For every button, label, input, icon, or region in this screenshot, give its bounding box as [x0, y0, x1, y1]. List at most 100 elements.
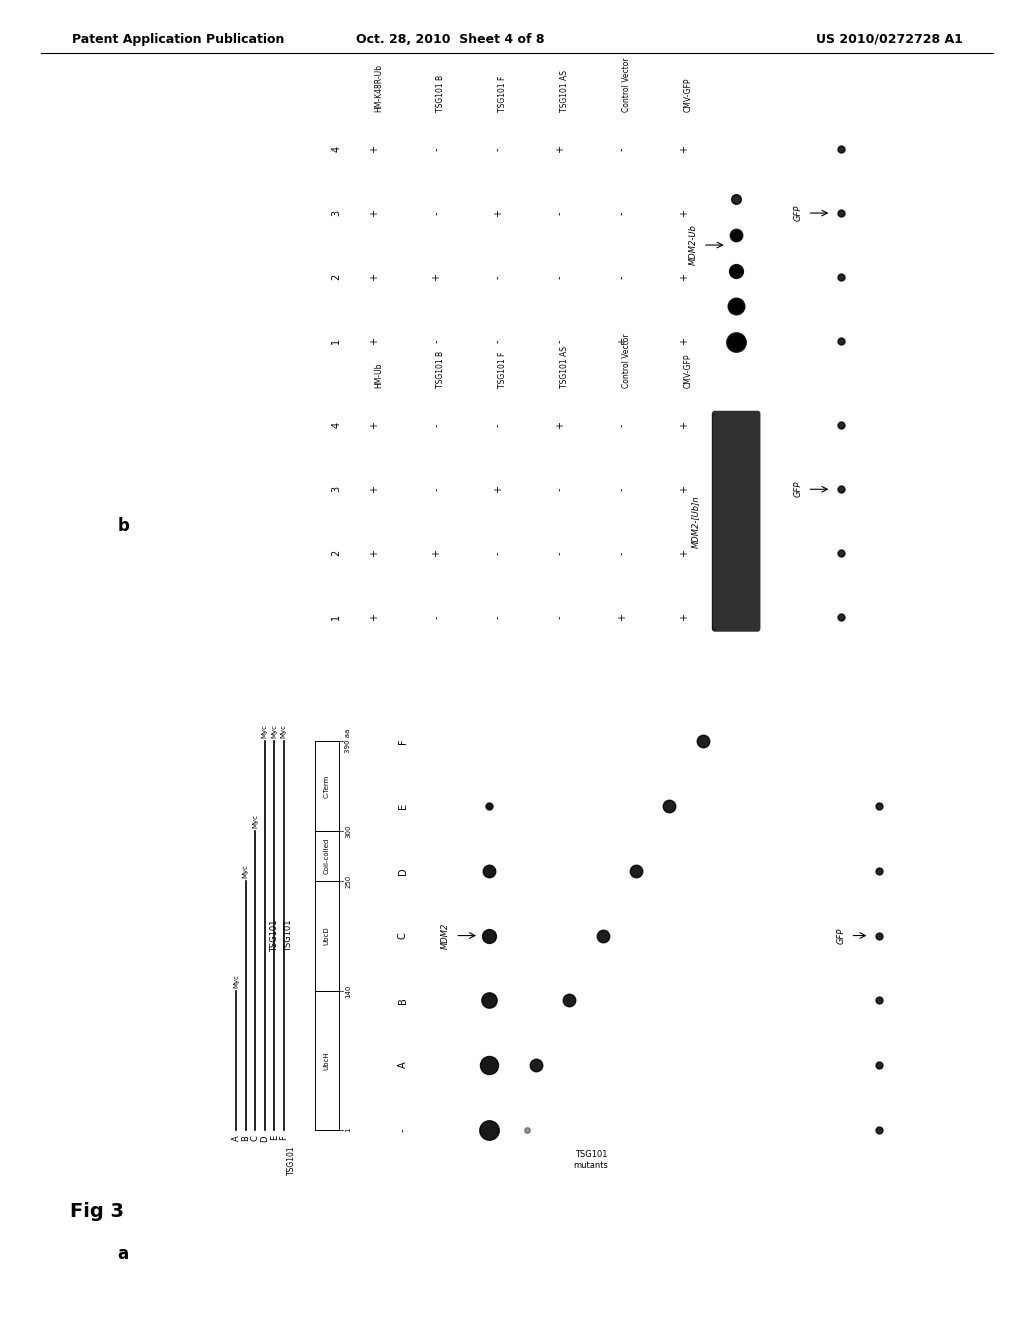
Text: +: + [679, 549, 689, 557]
Text: Fig 3: Fig 3 [70, 1203, 124, 1221]
Text: -: - [494, 552, 503, 554]
Text: 1: 1 [331, 614, 341, 620]
Text: -: - [616, 424, 627, 428]
Text: -: - [616, 276, 627, 279]
Text: E: E [269, 1135, 279, 1140]
Text: +: + [679, 273, 689, 281]
Text: -: - [431, 615, 441, 619]
Text: US 2010/0272728 A1: US 2010/0272728 A1 [816, 33, 963, 46]
Text: Myc: Myc [262, 725, 267, 738]
Text: -: - [431, 339, 441, 343]
Text: TSG101 AS: TSG101 AS [560, 70, 569, 112]
Text: +: + [679, 209, 689, 216]
Text: C: C [251, 1135, 260, 1140]
Text: CMV-GFP: CMV-GFP [684, 78, 693, 112]
Text: +: + [370, 486, 379, 494]
Text: C: C [398, 932, 408, 939]
Text: 4: 4 [331, 422, 341, 429]
Text: +: + [494, 209, 503, 216]
Text: 2: 2 [331, 273, 341, 280]
Text: 1: 1 [345, 1127, 351, 1133]
Text: Control Vector: Control Vector [622, 334, 631, 388]
Text: Myc: Myc [233, 974, 240, 987]
Text: +: + [370, 273, 379, 281]
Text: -: - [616, 211, 627, 215]
Text: +: + [616, 614, 627, 622]
Text: A: A [398, 1061, 408, 1068]
Text: TSG101 AS: TSG101 AS [560, 346, 569, 388]
Text: B: B [398, 997, 408, 1003]
Text: -: - [494, 615, 503, 619]
Text: -: - [555, 211, 565, 215]
Text: +: + [679, 486, 689, 494]
Text: GFP: GFP [794, 480, 803, 498]
Text: +: + [616, 337, 627, 345]
Text: b: b [117, 517, 129, 536]
Text: -: - [616, 552, 627, 554]
Text: a: a [117, 1245, 128, 1263]
Text: Control Vector: Control Vector [622, 57, 631, 112]
Text: 3: 3 [331, 210, 341, 216]
Text: +: + [555, 145, 565, 153]
Text: 390 aa: 390 aa [345, 729, 351, 754]
Text: +: + [370, 614, 379, 622]
Text: UbcH: UbcH [324, 1051, 330, 1069]
Text: Coil-coiled: Coil-coiled [324, 838, 330, 874]
Text: +: + [370, 549, 379, 557]
Text: -: - [616, 487, 627, 491]
Text: TSG101
mutants: TSG101 mutants [573, 1151, 608, 1171]
Text: +: + [494, 486, 503, 494]
Text: -: - [431, 487, 441, 491]
Text: +: + [679, 421, 689, 429]
FancyBboxPatch shape [712, 411, 761, 632]
Text: +: + [370, 421, 379, 429]
Text: B: B [242, 1135, 250, 1140]
Text: -: - [431, 424, 441, 428]
Text: D: D [398, 867, 408, 875]
Text: C-Term: C-Term [324, 775, 330, 797]
Text: -: - [431, 148, 441, 150]
Text: 140: 140 [345, 985, 351, 998]
Text: -: - [494, 148, 503, 150]
Text: Myc: Myc [271, 725, 278, 738]
Text: 300: 300 [345, 825, 351, 838]
Bar [314, 880, 339, 991]
Text: Myc: Myc [252, 814, 258, 828]
Text: MDM2-Ub: MDM2-Ub [689, 224, 697, 265]
Text: D: D [260, 1135, 269, 1142]
Text: +: + [370, 209, 379, 216]
Text: +: + [370, 337, 379, 345]
Text: A: A [231, 1135, 241, 1140]
Text: +: + [679, 145, 689, 153]
Text: TSG101 B: TSG101 B [436, 75, 445, 112]
Text: 2: 2 [331, 550, 341, 556]
Text: -: - [431, 211, 441, 215]
Text: -: - [555, 339, 565, 343]
Text: E: E [398, 803, 408, 809]
Text: +: + [555, 421, 565, 429]
Text: MDM2-[Ub]n: MDM2-[Ub]n [691, 495, 700, 548]
Text: GFP: GFP [837, 928, 846, 944]
Text: TSG101 F: TSG101 F [498, 352, 507, 388]
Text: MDM2: MDM2 [441, 923, 451, 949]
Text: +: + [431, 273, 441, 281]
Text: +: + [431, 549, 441, 557]
Bar [314, 832, 339, 880]
Text: Myc: Myc [281, 725, 287, 738]
Bar [314, 742, 339, 832]
Text: HM-K48R-Ub: HM-K48R-Ub [375, 65, 383, 112]
Text: +: + [679, 337, 689, 345]
Text: +: + [679, 614, 689, 622]
Text: Patent Application Publication: Patent Application Publication [72, 33, 284, 46]
Text: F: F [398, 738, 408, 744]
Text: -: - [398, 1129, 408, 1131]
Text: TSG101: TSG101 [284, 919, 293, 952]
Text: -: - [555, 552, 565, 554]
Text: HM-Ub: HM-Ub [375, 363, 383, 388]
Text: -: - [555, 615, 565, 619]
Text: UbcD: UbcD [324, 927, 330, 945]
Text: Oct. 28, 2010  Sheet 4 of 8: Oct. 28, 2010 Sheet 4 of 8 [356, 33, 545, 46]
Text: Myc: Myc [243, 865, 249, 878]
Text: TSG101: TSG101 [269, 919, 279, 952]
Text: +: + [370, 145, 379, 153]
